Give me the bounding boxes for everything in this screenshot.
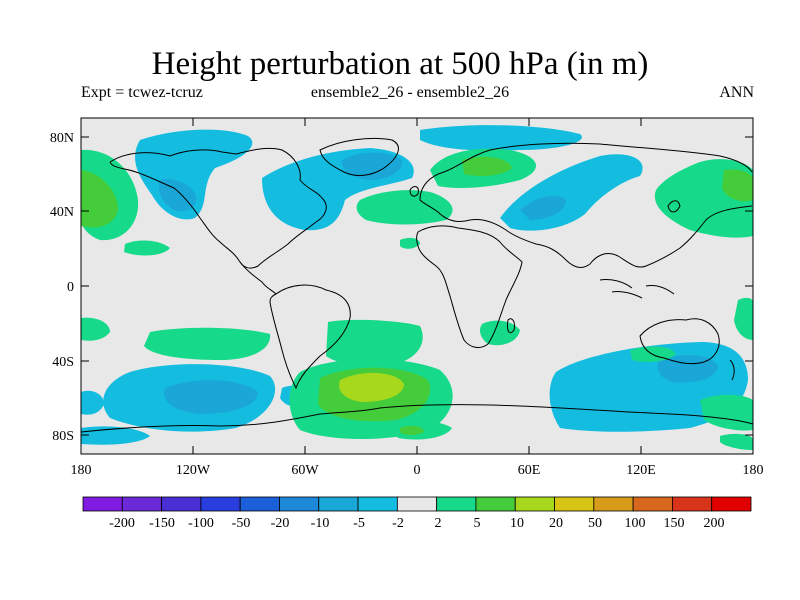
x-tick-label: 60E — [518, 463, 541, 478]
contour-pos-2-africa-south — [480, 320, 520, 346]
contour-pos-10-south-atlantic — [339, 372, 404, 402]
coast-north-america — [109, 147, 327, 269]
contour-pos-2-atlantic — [356, 190, 453, 225]
x-tick-labels: 180 120W 60W 0 60E 120E 180 — [71, 463, 764, 478]
contour-pos-5-europe — [462, 156, 512, 176]
contour-pos-2-atlantic-small — [400, 237, 420, 249]
x-tick-label: 180 — [71, 463, 92, 478]
contour-neg-2-antarctic-west — [81, 426, 150, 445]
y-tick-label: 80S — [52, 429, 74, 444]
colorbar-label: 50 — [588, 516, 602, 531]
coast-south-america — [269, 284, 351, 390]
colorbar-label: -5 — [353, 516, 365, 531]
x-tick-label: 120W — [176, 463, 211, 478]
colorbar-box — [711, 496, 752, 512]
coast-antarctica — [81, 404, 753, 433]
colorbar-box — [200, 496, 241, 512]
colorbar-box — [396, 496, 438, 512]
colorbar-label: -150 — [149, 516, 175, 531]
colorbar-labels: -200 -150 -100 -50 -20 -10 -5 -2 2 5 10 … — [109, 516, 724, 531]
x-tick-label: 180 — [743, 463, 764, 478]
colorbar-label: -100 — [188, 516, 214, 531]
colorbar-label: -50 — [232, 516, 251, 531]
experiment-label: Expt = tcwez-tcruz — [81, 84, 203, 101]
map-panel — [81, 118, 753, 454]
y-tick-label: 0 — [67, 280, 74, 295]
coast-new-zealand — [729, 359, 735, 381]
coast-eurasia — [419, 142, 753, 268]
colorbar-label: 5 — [474, 516, 481, 531]
contour-pos-5-west-pacific-north — [81, 170, 118, 228]
colorbar-box — [121, 496, 162, 512]
coast-greenland — [319, 137, 399, 176]
contour-neg-2-west-edge — [81, 390, 104, 415]
coast-japan — [667, 200, 681, 213]
ensemble-label: ensemble2_26 - ensemble2_26 — [310, 84, 510, 101]
colorbar-box — [593, 496, 634, 512]
coast-uk — [409, 186, 419, 197]
colorbar-box — [161, 496, 202, 512]
contour-pos-2-east-edge-mid — [734, 297, 753, 340]
colorbar-box — [672, 496, 713, 512]
contour-pos-2-mid-pacific — [124, 240, 170, 256]
colorbar — [82, 496, 752, 512]
y-tick-labels: 80N 40N 0 40S 80S — [50, 131, 74, 444]
coast-australia — [639, 318, 720, 365]
season-label: ANN — [719, 84, 754, 101]
coastlines — [81, 137, 753, 433]
colorbar-label: -2 — [392, 516, 404, 531]
axis-ticks — [80, 118, 754, 454]
colorbar-label: -10 — [311, 516, 330, 531]
contour-pos-5-antarctica — [400, 425, 424, 435]
colorbar-label: -200 — [109, 516, 135, 531]
y-tick-label: 80N — [50, 131, 74, 146]
colorbar-box — [554, 496, 595, 512]
colorbar-box — [357, 496, 398, 512]
colorbar-label: -20 — [271, 516, 290, 531]
colorbar-label: 150 — [664, 516, 685, 531]
colorbar-label: 10 — [510, 516, 524, 531]
contour-neg-5-nw-pacific — [158, 178, 197, 212]
colorbar-box — [475, 496, 516, 512]
colorbar-label: 20 — [549, 516, 563, 531]
contour-pos-2-pacific-south-a — [81, 317, 110, 341]
colorbar-box — [318, 496, 359, 512]
contour-pos-2-antarctic-east — [720, 433, 753, 450]
x-tick-label: 120E — [626, 463, 656, 478]
x-tick-label: 60W — [291, 463, 319, 478]
colorbar-label: 200 — [704, 516, 725, 531]
coast-madagascar — [507, 318, 515, 334]
colorbar-box — [436, 496, 477, 512]
colorbar-box — [239, 496, 280, 512]
y-tick-label: 40S — [52, 355, 74, 370]
contour-pos-5-east-pacific-north — [722, 169, 753, 202]
colorbar-box — [82, 496, 123, 512]
colorbar-label: 2 — [435, 516, 442, 531]
contour-fills — [81, 125, 753, 450]
contour-pos-2-east-pacific-south — [700, 394, 753, 431]
x-tick-label: 0 — [414, 463, 421, 478]
colorbar-box — [279, 496, 320, 512]
plot-title: Height perturbation at 500 hPa (in m) — [151, 46, 649, 82]
coast-central-america — [239, 261, 277, 295]
contour-neg-5-south-pacific — [164, 380, 258, 414]
contour-neg-5-greenland — [341, 152, 403, 180]
coast-indonesia — [599, 279, 675, 299]
coast-africa — [416, 225, 523, 348]
colorbar-label: 100 — [625, 516, 646, 531]
contour-pos-2-pacific-south-b — [144, 327, 271, 360]
colorbar-box — [514, 496, 555, 512]
colorbar-box — [632, 496, 673, 512]
contour-pos-2-south-america — [326, 319, 423, 366]
y-tick-label: 40N — [50, 205, 74, 220]
contour-neg-5-asia — [520, 195, 566, 220]
